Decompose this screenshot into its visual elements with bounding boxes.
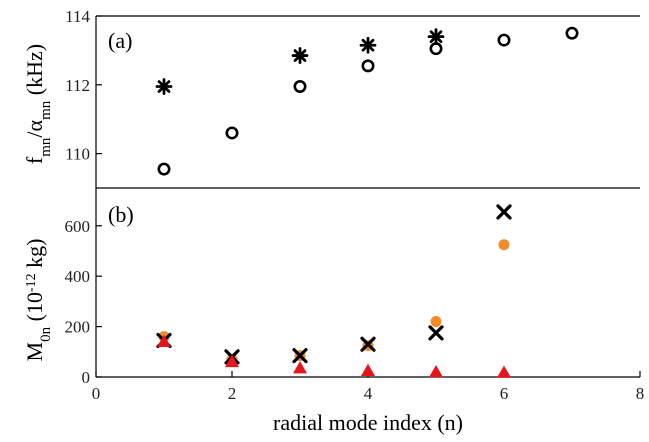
panel-a-asterisk-point — [291, 47, 309, 64]
x-tick-label: 4 — [364, 384, 373, 403]
panel-b-y-ticks: 0 200 400 600 — [65, 217, 102, 387]
panel-b-filled-circle-point — [430, 316, 442, 328]
panel-b-cross-point — [360, 336, 376, 352]
panel-b-y-axis-title: M0n (10-12 kg) — [22, 239, 54, 362]
panel-b-marks — [156, 204, 512, 378]
panel-a-asterisk-point — [155, 78, 173, 95]
x-tick-label: 0 — [92, 384, 101, 403]
panel-b-cross-point — [428, 325, 444, 341]
panel-a-marks — [155, 26, 579, 176]
panel-a-open-circle-point — [225, 126, 239, 140]
panel-b-filled-triangle-point — [429, 364, 443, 378]
panel-a-open-circle-point — [429, 42, 443, 56]
panel-b: (b) 0 200 400 600 0 2 4 6 8 M0n (10-12 kg) radi… — [22, 188, 644, 435]
panel-a-y-axis-title: fmn/αmn (kHz) — [22, 44, 54, 164]
panel-b-y-tick-label: 0 — [82, 368, 91, 387]
panel-a-open-circle-point — [293, 80, 307, 94]
panel-a-label: (a) — [108, 28, 132, 53]
panel-a-open-circle-point — [361, 59, 375, 73]
x-tick-label: 8 — [636, 384, 645, 403]
panel-a-open-circle-point — [565, 26, 579, 40]
panel-b-cross-point — [292, 347, 308, 364]
x-tick-label: 2 — [228, 384, 237, 403]
panel-a: (a) 110 112 114 fmn/αmn (kHz) — [22, 7, 640, 189]
panel-b-filled-triangle-point — [293, 361, 307, 374]
panel-a-y-tick-label: 112 — [65, 76, 90, 95]
panel-b-filled-triangle-point — [361, 363, 375, 376]
panel-b-y-tick-label: 400 — [65, 267, 91, 286]
x-axis-title: radial mode index (n) — [273, 410, 463, 435]
panel-b-cross-point — [496, 204, 512, 220]
panel-b-y-tick-label: 200 — [65, 318, 91, 337]
panel-b-y-tick-label: 600 — [65, 217, 91, 236]
panel-a-asterisk-point — [359, 36, 377, 54]
panel-a-y-tick-label: 110 — [65, 145, 90, 164]
panel-a-y-tick-label: 114 — [65, 7, 90, 26]
panel-a-y-ticks: 110 112 114 — [65, 7, 102, 164]
x-tick-label: 6 — [500, 384, 509, 403]
panel-b-filled-triangle-point — [225, 354, 239, 368]
panel-b-label: (b) — [108, 202, 134, 227]
panel-b-filled-circle-point — [498, 239, 510, 251]
panel-b-filled-triangle-point — [497, 365, 511, 378]
panel-a-asterisk-point — [427, 28, 445, 46]
panel-a-open-circle-point — [497, 33, 511, 47]
panel-a-open-circle-point — [157, 162, 171, 176]
panel-b-filled-triangle-point — [157, 334, 171, 347]
